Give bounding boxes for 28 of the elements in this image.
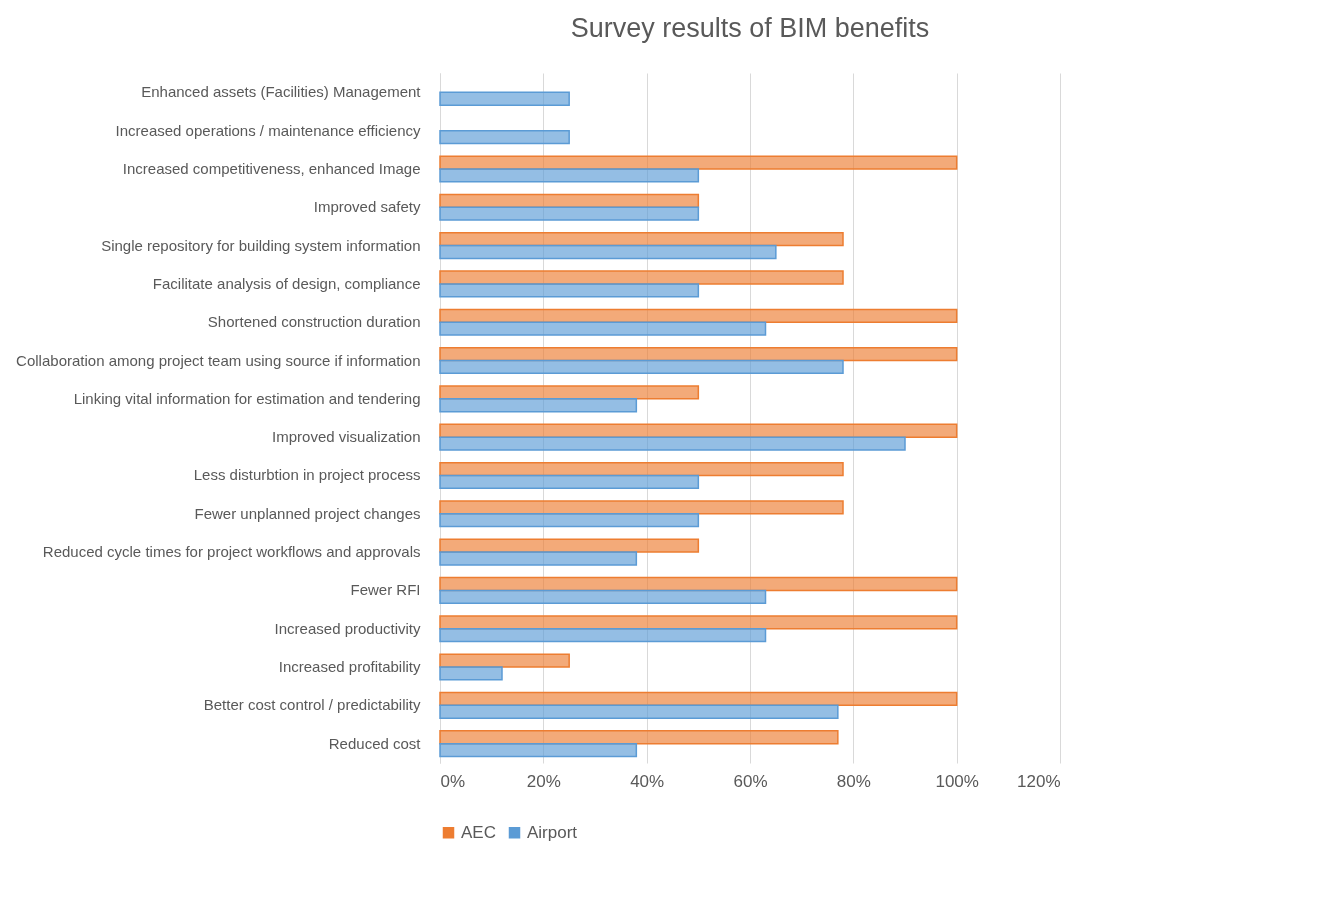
x-tick-label: 20% — [526, 771, 561, 791]
x-tick-label: 40% — [630, 771, 665, 791]
x-tick-label: 100% — [935, 771, 979, 791]
y-tick-label: Fewer unplanned project changes — [194, 504, 421, 522]
y-tick-label: Increased competitiveness, enhanced Image — [122, 159, 421, 177]
y-tick-label: Shortened construction duration — [207, 313, 421, 331]
y-tick-label: Reduced cost — [328, 734, 422, 752]
y-tick-label: Collaboration among project team using source if information — [16, 351, 421, 369]
y-tick-label: Fewer RFI — [350, 581, 421, 599]
y-tick-label: Reduced cycle times for project workflows and approvals — [42, 543, 421, 561]
y-tick-label: Less disturbtion in project process — [193, 466, 421, 484]
legend-label: AEC — [461, 822, 496, 842]
y-tick-label: Enhanced assets (Facilities) Management — [141, 83, 422, 101]
y-tick-label: Increased profitability — [278, 658, 421, 676]
y-tick-label: Better cost control / predictability — [203, 696, 421, 714]
y-tick-label: Single repository for building system information — [101, 236, 421, 254]
x-tick-label: 80% — [836, 771, 871, 791]
y-tick-label: Improved visualization — [272, 428, 421, 446]
y-tick-label: Linking vital information for estimation and tendering — [73, 389, 421, 407]
x-tick-label: 120% — [1017, 771, 1061, 791]
y-tick-label: Improved safety — [313, 198, 421, 216]
y-tick-label: Facilitate analysis of design, compliance — [152, 274, 421, 292]
x-tick-label: 0% — [440, 771, 466, 791]
chart-title: Survey results of BIM benefits — [570, 13, 930, 43]
x-tick-label: 60% — [733, 771, 768, 791]
y-tick-label: Increased productivity — [274, 619, 421, 637]
y-tick-label: Increased operations / maintenance efficiency — [115, 121, 421, 139]
legend-label: Airport — [527, 822, 578, 842]
